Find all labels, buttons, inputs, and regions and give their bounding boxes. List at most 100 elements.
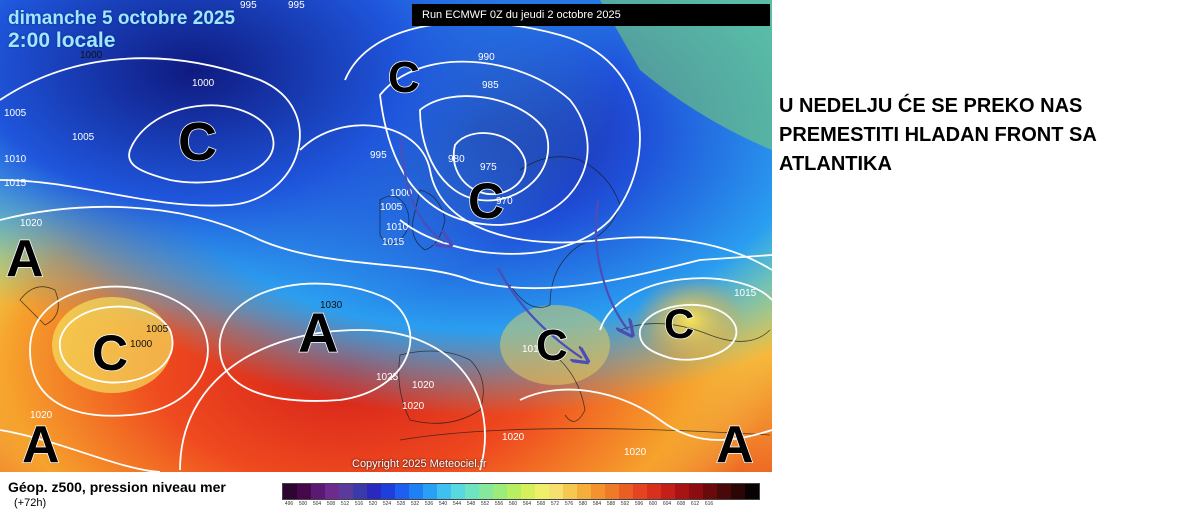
color-scale-tick: 576 <box>564 501 574 507</box>
color-scale-tick: 608 <box>676 501 686 507</box>
color-scale-swatch <box>283 484 297 499</box>
isobar-label: 975 <box>480 162 497 173</box>
color-scale-swatch <box>493 484 507 499</box>
color-scale-swatch <box>339 484 353 499</box>
color-scale-swatch <box>661 484 675 499</box>
color-scale-tick: 588 <box>606 501 616 507</box>
color-scale-swatch <box>675 484 689 499</box>
high-pressure-symbol: A <box>298 301 338 364</box>
isobar-label: 1015 <box>4 178 27 189</box>
isobar-label: 1010 <box>522 344 545 355</box>
annotation-line: ATLANTIKA <box>779 153 892 175</box>
annotation-line: U NEDELJU ĆE SE PREKO NAS <box>779 95 1083 117</box>
low-pressure-symbol: C <box>468 173 504 229</box>
color-scale-swatch <box>745 484 759 499</box>
color-scale-tick: 540 <box>438 501 448 507</box>
color-scale-tick: 496 <box>284 501 294 507</box>
color-scale-tick: 524 <box>382 501 392 507</box>
color-scale-swatch <box>297 484 311 499</box>
color-scale-tick: 612 <box>690 501 700 507</box>
color-scale-tick: 572 <box>550 501 560 507</box>
forecast-date-line: dimanche 5 octobre 2025 <box>8 8 236 29</box>
color-scale-swatch <box>689 484 703 499</box>
low-pressure-symbol: C <box>388 53 420 102</box>
color-scale-swatch <box>437 484 451 499</box>
color-scale-tick: 556 <box>494 501 504 507</box>
front-arrow <box>497 267 582 358</box>
annotation-line: PREMESTITI HLADAN FRONT SA <box>779 124 1097 146</box>
color-scale-tick: 512 <box>340 501 350 507</box>
high-pressure-symbol: A <box>716 416 754 472</box>
forecast-annotation: U NEDELJU ĆE SE PREKO NAS PREMESTITI HLA… <box>779 92 1179 179</box>
isobar-label: 1010 <box>386 222 409 233</box>
color-scale-tick: 616 <box>704 501 714 507</box>
low-pressure-symbol: C <box>92 325 128 381</box>
isobar-label: 1020 <box>412 380 435 391</box>
color-scale-tick: 604 <box>662 501 672 507</box>
low-pressure-symbol: C <box>536 321 568 370</box>
color-scale-tick: 552 <box>480 501 490 507</box>
isobar-label: 1020 <box>20 218 43 229</box>
color-scale-swatch <box>549 484 563 499</box>
color-scale-swatch <box>381 484 395 499</box>
isobar-label: 985 <box>482 80 499 91</box>
color-scale-tick: 500 <box>298 501 308 507</box>
low-pressure-symbol: C <box>664 300 694 347</box>
isobar-label: 1000 <box>192 78 215 89</box>
isobar-label: 970 <box>496 196 513 207</box>
isobar-label: 1000 <box>130 339 153 350</box>
color-scale-tick: 584 <box>592 501 602 507</box>
isobar-label: 1020 <box>30 410 53 421</box>
color-scale-tick: 544 <box>452 501 462 507</box>
color-scale-swatch <box>605 484 619 499</box>
color-scale-swatch <box>451 484 465 499</box>
isobar-label: 1005 <box>380 202 403 213</box>
isobar-label: 1010 <box>4 154 27 165</box>
high-pressure-symbol: A <box>6 230 44 288</box>
color-scale-swatch <box>563 484 577 499</box>
low-pressure-symbol: C <box>178 112 217 172</box>
color-scale-tick: 508 <box>326 501 336 507</box>
copyright-text: Copyright 2025 Meteociel.fr <box>352 458 487 470</box>
color-scale-tick: 560 <box>508 501 518 507</box>
forecast-date: dimanche 5 octobre 2025 2:00 locale <box>8 8 235 52</box>
isobar-label: 1020 <box>624 447 647 458</box>
color-scale-swatch <box>535 484 549 499</box>
isobar-label: 990 <box>478 52 495 63</box>
weather-map: 995 995 1000 1000 1005 1005 1010 1015 99… <box>0 0 772 472</box>
isobar-label: 995 <box>370 150 387 161</box>
high-pressure-symbol: A <box>22 416 60 472</box>
color-scale-ticks: 496 500 504 508 512 516 520 524 528 532 536 540 544 5… <box>282 501 716 507</box>
color-scale-tick: 568 <box>536 501 546 507</box>
color-scale-tick: 596 <box>634 501 644 507</box>
isobar-label: 1005 <box>146 324 169 335</box>
color-scale-tick: 520 <box>368 501 378 507</box>
isobar-label: 1015 <box>734 288 757 299</box>
isobar-label: 1015 <box>382 237 405 248</box>
color-scale-swatch <box>577 484 591 499</box>
color-scale-swatch <box>647 484 661 499</box>
color-scale-swatch <box>325 484 339 499</box>
front-arrow <box>594 199 628 330</box>
color-scale-tick: 516 <box>354 501 364 507</box>
color-scale-swatch <box>717 484 731 499</box>
color-scale-tick: 536 <box>424 501 434 507</box>
color-scale-tick: 504 <box>312 501 322 507</box>
isobar-label: 1000 <box>80 50 103 61</box>
run-label: Run ECMWF 0Z du jeudi 2 octobre 2025 <box>412 4 770 26</box>
color-scale-swatch <box>521 484 535 499</box>
color-scale-swatch <box>479 484 493 499</box>
color-scale-tick: 600 <box>648 501 658 507</box>
forecast-time-line: 2:00 locale <box>8 29 116 52</box>
color-scale <box>282 483 760 500</box>
isobar-label: 1005 <box>4 108 27 119</box>
color-scale-swatch <box>731 484 745 499</box>
isobar-label: 1020 <box>502 432 525 443</box>
isobar-label: 1025 <box>376 372 399 383</box>
color-scale-swatch <box>591 484 605 499</box>
color-scale-swatch <box>311 484 325 499</box>
color-scale-swatch <box>395 484 409 499</box>
legend-subtitle: (+72h) <box>14 497 47 509</box>
color-scale-swatch <box>367 484 381 499</box>
color-scale-swatch <box>409 484 423 499</box>
